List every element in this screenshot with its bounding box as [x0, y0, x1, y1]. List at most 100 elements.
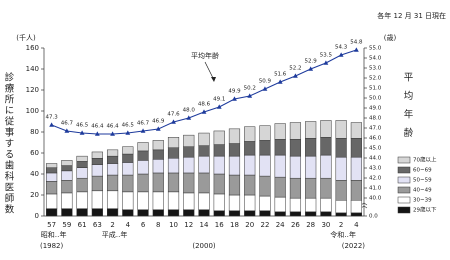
x-tick-label: 26 [291, 221, 300, 229]
bar-segment [274, 123, 286, 140]
x-tick-label: 24 [276, 221, 285, 229]
bar-segment [152, 191, 164, 210]
bar-segment [183, 192, 195, 210]
x-tick-label: 2 [110, 221, 114, 229]
y-tick-label: 40 [30, 170, 39, 178]
y2-tick-label: 55.0 [369, 46, 382, 52]
bar-segment [320, 137, 332, 156]
bar-segment [213, 210, 225, 217]
marker [277, 79, 283, 84]
marker [110, 131, 115, 136]
bar-segment [198, 209, 210, 217]
x-tick-label: 4 [354, 221, 359, 229]
y2-tick-label: 41.0 [369, 186, 382, 192]
x-tick-label: 22 [260, 221, 269, 229]
marker [247, 93, 253, 98]
bar-segment [61, 208, 73, 217]
bar-segment [152, 140, 164, 151]
bar-segment [61, 165, 73, 172]
x-tick-label: 28 [306, 221, 315, 229]
value-label: 54.8 [350, 40, 363, 46]
bar-segment [122, 146, 134, 155]
value-label: 46.7 [137, 121, 150, 127]
bar-segment [91, 164, 103, 177]
bar-segment [213, 193, 225, 211]
y-tick-label: 80 [30, 128, 39, 136]
bar-segment [228, 194, 241, 211]
legend-label: 40~49 [413, 188, 432, 194]
bar-segment [350, 200, 362, 214]
bar-segment [259, 125, 271, 141]
bar-segment [46, 167, 58, 174]
value-label: 51.6 [274, 72, 287, 78]
value-label: 49.9 [228, 89, 241, 95]
bar-segment [91, 190, 103, 209]
y2-tick-label: 0.0 [369, 214, 378, 220]
marker [201, 109, 207, 114]
bar-segment [289, 177, 302, 199]
bar-segment [274, 154, 286, 178]
marker [308, 66, 314, 71]
bar-segment [335, 156, 347, 181]
bar-segment [289, 155, 302, 179]
bar-segment [46, 163, 58, 168]
year-label: (1982) [40, 242, 64, 250]
x-tick-label: 2 [339, 221, 343, 229]
x-tick-label: 30 [321, 221, 330, 229]
bar-segment [106, 190, 119, 209]
x-tick-label: 57 [47, 221, 56, 229]
value-label: 50.9 [259, 79, 272, 85]
bar-segment [167, 172, 180, 193]
y2-tick-label: 45.0 [369, 146, 382, 152]
value-label: 46.5 [122, 123, 135, 129]
bar-segment [274, 196, 286, 213]
y2-tick-label: 42.0 [369, 176, 382, 182]
bar-segment [137, 173, 149, 193]
value-label: 53.5 [320, 53, 333, 59]
bar-segment [183, 156, 195, 174]
bar-segment [320, 177, 332, 199]
legend-swatch [397, 196, 411, 204]
bar-segment [137, 191, 149, 210]
legend-label: 60~69 [413, 168, 432, 174]
y-tick-label: 20 [30, 191, 39, 199]
bar-segment [274, 139, 286, 156]
y-unit: (千人) [16, 33, 36, 42]
bar-segment [46, 172, 58, 182]
y-tick-label: 60 [30, 149, 39, 157]
x-tick-label: 59 [62, 221, 71, 229]
bar-segment [289, 122, 302, 140]
y2-tick-label: 50.0 [369, 96, 382, 102]
bar-segment [46, 181, 58, 195]
bar-segment [106, 155, 119, 164]
bar-segment [320, 154, 332, 179]
y2-tick-label: 52.0 [369, 76, 382, 82]
y-tick-label: 100 [26, 107, 39, 115]
bar-segment [198, 155, 210, 174]
legend-label: 29歳以下 [413, 206, 437, 214]
marker [353, 47, 359, 52]
bar-segment [274, 211, 286, 217]
value-label: 50.2 [244, 86, 256, 92]
bar-segment [167, 137, 180, 148]
value-label: 54.3 [335, 45, 348, 51]
marker [293, 73, 298, 78]
bar-segment [228, 143, 241, 157]
bar-segment [228, 210, 241, 217]
y-tick-label: 140 [26, 65, 39, 73]
annotation-arrowhead [211, 77, 216, 82]
bar-segment [259, 175, 271, 197]
y2-tick-label: 44.0 [369, 156, 382, 162]
bar-segment [61, 180, 73, 194]
bar-segment [213, 173, 225, 195]
bar-segment [76, 177, 88, 193]
bar-segment [61, 170, 73, 181]
marker [323, 60, 329, 65]
bar-segment [213, 144, 225, 157]
bar-segment [244, 126, 256, 142]
legend-swatch [397, 176, 411, 184]
bar-segment [137, 209, 149, 217]
x-tick-label: 8 [156, 221, 160, 229]
value-label: 46.7 [61, 121, 74, 127]
